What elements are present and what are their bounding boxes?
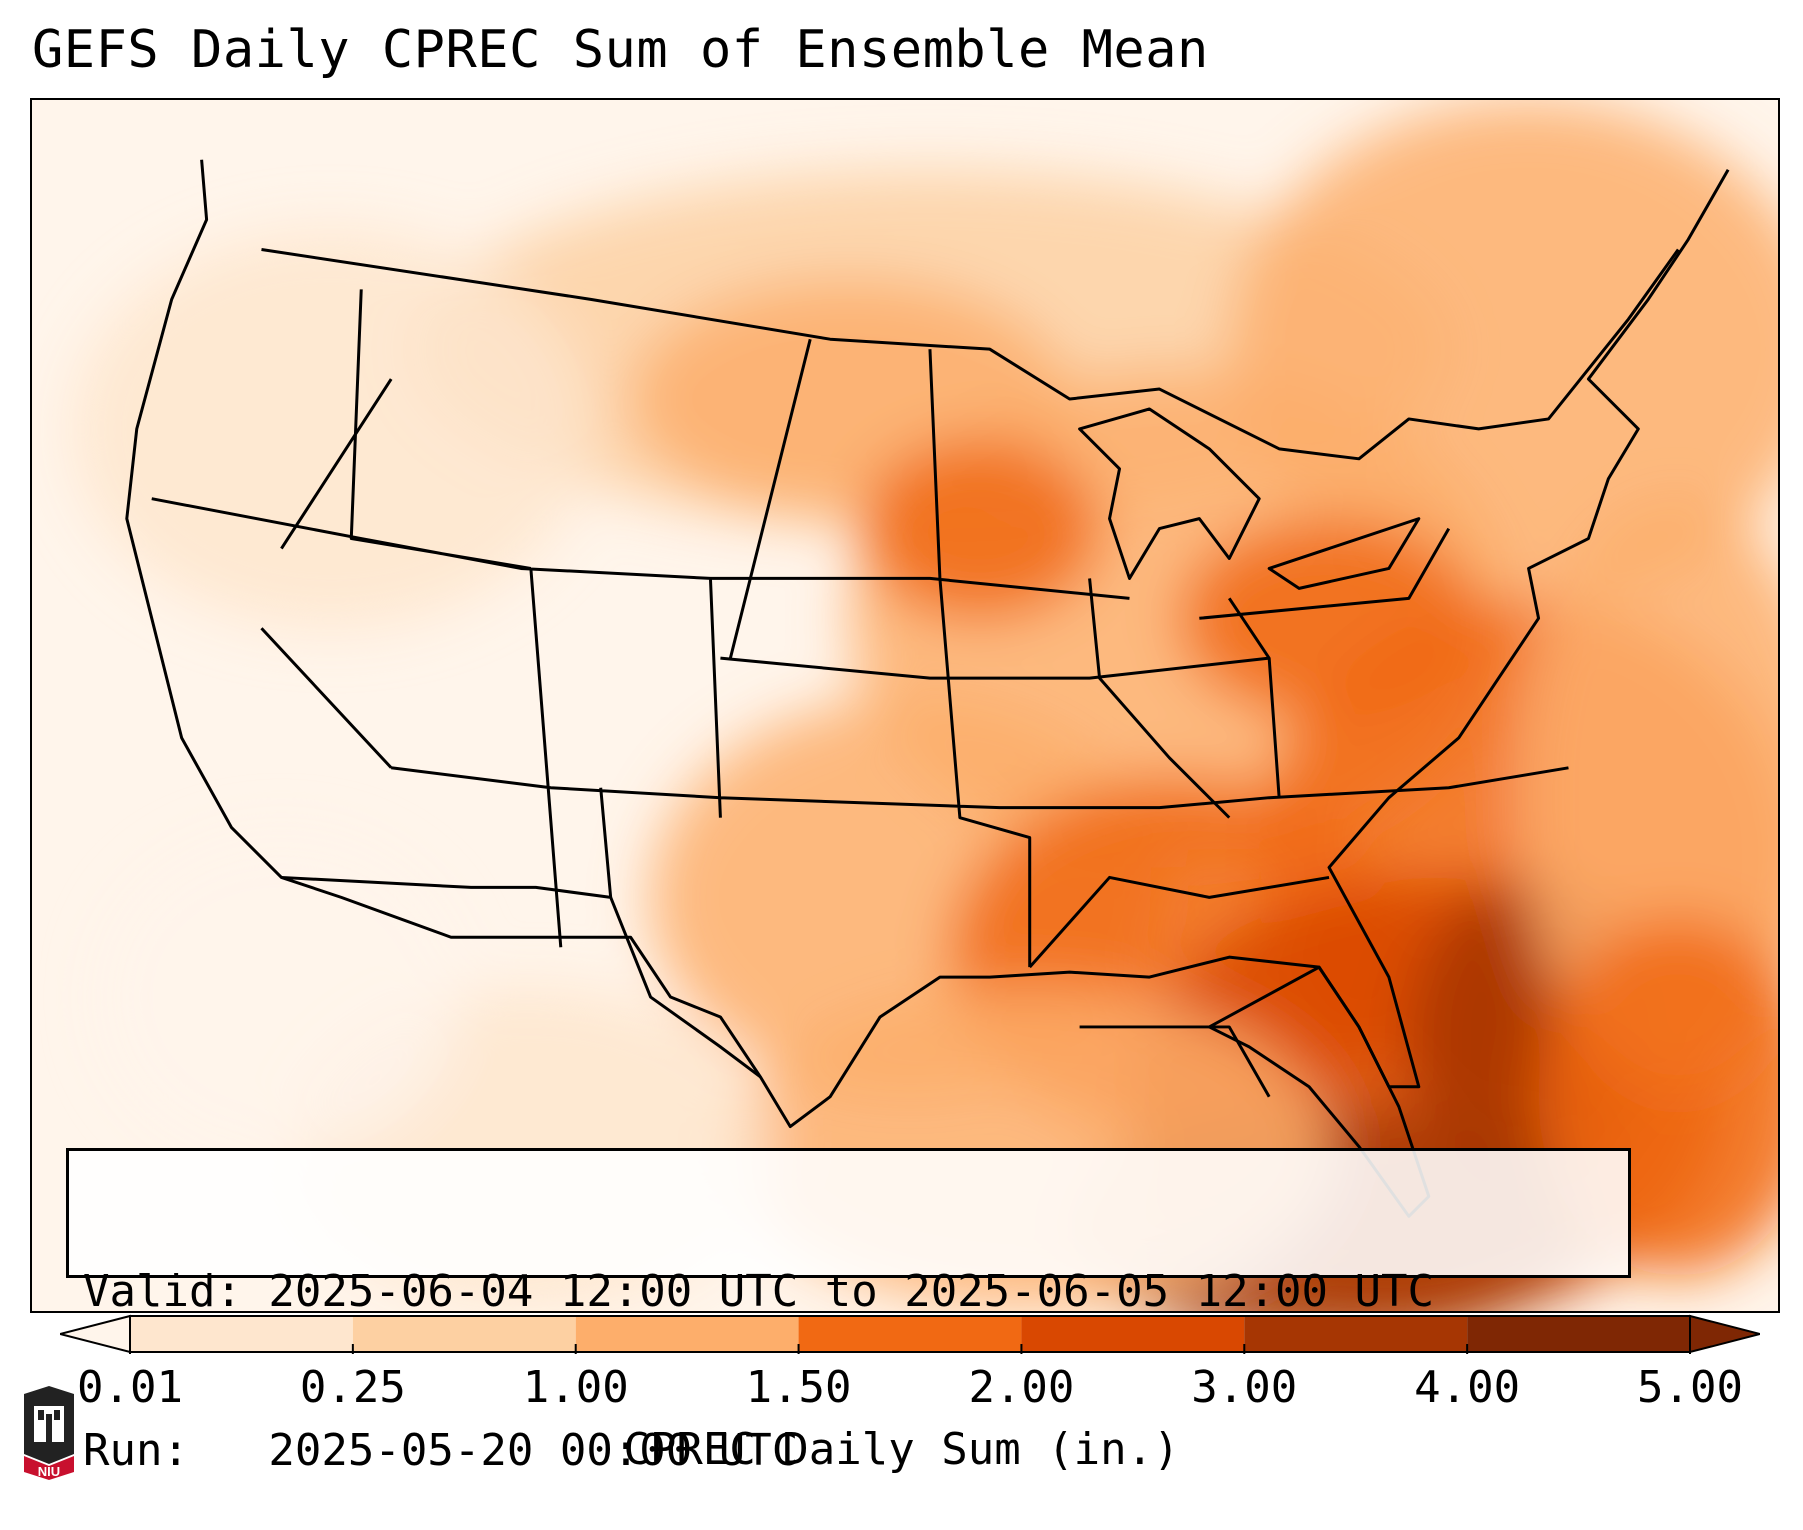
colorbar-label: CPREC Daily Sum (in.) <box>623 1424 1180 1475</box>
colorbar <box>60 1314 1760 1354</box>
colorbar-frame <box>129 1315 1691 1353</box>
colorbar-tick-label: 5.00 <box>1637 1362 1743 1413</box>
colorbar-segment <box>1021 1316 1245 1352</box>
colorbar-tick-label: 0.25 <box>299 1362 406 1413</box>
colorbar-extend-high <box>1689 1314 1760 1354</box>
niu-logo-icon: NIU <box>24 1386 74 1480</box>
colorbar-segment <box>352 1316 576 1352</box>
colorbar-segment <box>798 1316 1022 1352</box>
colorbar-segment <box>1244 1316 1468 1352</box>
state-boundaries <box>125 159 1730 1218</box>
colorbar-segment <box>130 1316 353 1352</box>
map-title: GEFS Daily CPREC Sum of Ensemble Mean <box>32 20 1209 80</box>
colorbar-tick-label: 4.00 <box>1414 1362 1521 1413</box>
precip-blob <box>71 229 591 629</box>
colorbar-segment <box>575 1316 799 1352</box>
colorbar-tick-label: 3.00 <box>1191 1362 1298 1413</box>
precip-blob <box>860 438 1100 619</box>
colorbar-tick-label: 1.00 <box>522 1362 629 1413</box>
run-time-text: Run: 2025-05-20 00:00 UTC <box>83 1425 799 1476</box>
colorbar-tick-label: 0.01 <box>77 1362 183 1413</box>
colorbar-segment <box>1467 1316 1690 1352</box>
valid-time-text: Valid: 2025-06-04 12:00 UTC to 2025-06-0… <box>83 1266 1435 1317</box>
precip-blob <box>101 837 462 1157</box>
us-outline <box>125 159 1730 1129</box>
colorbar-extend-low <box>60 1314 131 1354</box>
precip-map <box>32 100 1778 1311</box>
colorbar-tick-label: 2.00 <box>968 1362 1075 1413</box>
valid-info-box: Valid: 2025-06-04 12:00 UTC to 2025-06-0… <box>66 1148 1631 1476</box>
map-panel <box>30 98 1780 1313</box>
colorbar-tick-label: 1.50 <box>745 1362 852 1413</box>
canada-border <box>261 248 1680 461</box>
state-lines <box>151 289 1569 1098</box>
great-lakes <box>1078 407 1421 590</box>
logo-text: NIU <box>38 1464 60 1479</box>
